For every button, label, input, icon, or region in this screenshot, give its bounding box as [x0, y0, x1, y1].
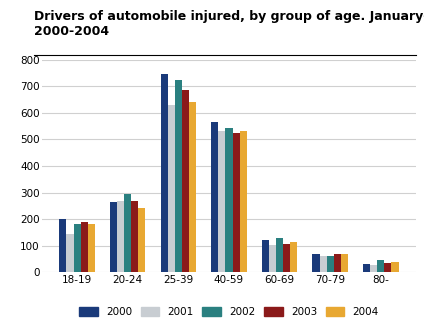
Bar: [88, 224, 95, 272]
Bar: [363, 264, 370, 272]
Bar: [385, 264, 391, 272]
Bar: [161, 74, 168, 272]
Bar: [73, 224, 81, 272]
Bar: [377, 260, 385, 272]
Bar: [276, 238, 283, 272]
Bar: [334, 254, 341, 272]
Bar: [226, 128, 232, 272]
Bar: [59, 219, 67, 272]
Bar: [182, 90, 189, 272]
Bar: [240, 131, 247, 272]
Bar: [283, 244, 290, 272]
Bar: [211, 122, 218, 272]
Bar: [138, 208, 145, 272]
Bar: [117, 201, 124, 272]
Bar: [326, 256, 334, 272]
Bar: [218, 131, 226, 272]
Bar: [189, 102, 196, 272]
Bar: [320, 256, 326, 272]
Bar: [370, 265, 377, 272]
Legend: 2000, 2001, 2002, 2003, 2004: 2000, 2001, 2002, 2003, 2004: [77, 305, 381, 319]
Bar: [110, 202, 117, 272]
Bar: [391, 262, 399, 272]
Bar: [269, 245, 276, 272]
Text: Drivers of automobile injured, by group of age. January-April.
2000-2004: Drivers of automobile injured, by group …: [34, 10, 424, 38]
Bar: [175, 80, 182, 272]
Bar: [262, 240, 269, 272]
Bar: [131, 201, 138, 272]
Bar: [341, 254, 348, 272]
Bar: [312, 254, 320, 272]
Bar: [168, 106, 175, 272]
Bar: [124, 195, 131, 272]
Bar: [232, 133, 240, 272]
Bar: [290, 242, 297, 272]
Bar: [81, 222, 88, 272]
Bar: [67, 234, 73, 272]
